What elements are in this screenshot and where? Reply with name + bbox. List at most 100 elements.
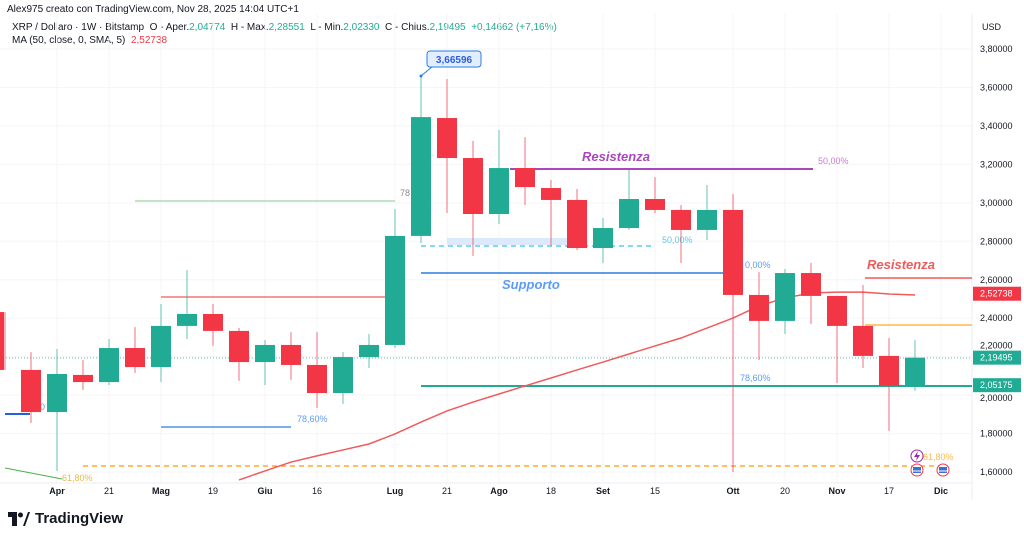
high-value: 2,28551: [268, 22, 305, 33]
callout-pointer: [420, 65, 434, 77]
brand-name: TradingView: [35, 510, 124, 527]
price-tag-bg: [973, 286, 1021, 301]
candle-body: [541, 188, 561, 200]
time-tick-label: Mag: [152, 486, 170, 496]
candle-body: [463, 158, 483, 214]
time-tick-label: 17: [884, 486, 894, 496]
author-line: Alex975 creato con TradingView.com, Nov …: [7, 4, 299, 15]
candle[interactable]: [697, 184, 717, 240]
candle[interactable]: [99, 338, 119, 385]
price-tag-text: 2,05175: [980, 380, 1013, 390]
candle-body: [151, 325, 171, 368]
candle-body: [47, 373, 67, 413]
candle-body: [99, 348, 119, 383]
trend-line[interactable]: [4, 467, 63, 480]
time-tick-label: Ott: [727, 486, 740, 496]
time-tick-label: 18: [546, 486, 556, 496]
tradingview-logo[interactable]: TradingView: [8, 510, 123, 527]
time-tick-label: Ago: [490, 486, 508, 496]
candle-body: [905, 357, 925, 386]
us-flag-icon[interactable]: [936, 463, 950, 477]
high-callout[interactable]: 3,66596: [419, 50, 482, 78]
candle[interactable]: [411, 74, 431, 244]
candle[interactable]: [229, 328, 249, 381]
time-tick-label: 21: [442, 486, 452, 496]
symbol-label[interactable]: XRP / Dollaro · 1W · Bitstamp: [12, 22, 145, 33]
candle-body: [723, 209, 743, 295]
candle[interactable]: [801, 263, 821, 324]
candle-body: [801, 273, 821, 296]
time-axis[interactable]: Apr 21 Mag 19 Giu 16 Lug 21 Ago 18 Set 15 Ott 20 Nov 17…: [49, 486, 948, 496]
resistance-label: Resistenza: [867, 257, 935, 272]
candle[interactable]: [177, 269, 197, 339]
low-value: 2,02330: [343, 22, 380, 33]
grid: [0, 14, 972, 483]
callout-dot: [419, 74, 423, 78]
candle[interactable]: [853, 284, 873, 369]
candle[interactable]: [619, 169, 639, 230]
callout-box: [426, 50, 482, 68]
candle[interactable]: [645, 177, 665, 214]
candle[interactable]: [489, 129, 509, 224]
candle[interactable]: [73, 359, 93, 390]
close-label: C - Chius.: [385, 22, 430, 33]
candle[interactable]: [255, 339, 275, 385]
resistance-label: Resistenza: [582, 149, 650, 164]
time-tick-label: 19: [208, 486, 218, 496]
candle[interactable]: [775, 268, 795, 334]
price-tick-label: 1,80000: [980, 429, 1013, 439]
candle[interactable]: [515, 137, 535, 205]
currency-label: USD: [982, 22, 1002, 32]
zone-rect[interactable]: [447, 238, 567, 245]
candle-body: [619, 198, 639, 229]
candle-body: [73, 374, 93, 383]
candle[interactable]: [47, 348, 67, 471]
candle[interactable]: [437, 78, 457, 214]
candle[interactable]: [463, 140, 483, 256]
candle[interactable]: [21, 352, 41, 424]
candle-body: [385, 235, 405, 345]
candle-body: [879, 355, 899, 386]
candle[interactable]: [333, 352, 353, 404]
candle[interactable]: [827, 295, 847, 384]
time-tick-label: Giu: [258, 486, 273, 496]
candle[interactable]: [671, 204, 691, 264]
price-tag-bg: [973, 378, 1021, 393]
ma-legend[interactable]: MA (50, close, 0, SMA, 5) 2,52738: [12, 35, 167, 46]
candle[interactable]: [0, 312, 6, 370]
event-icons[interactable]: [910, 449, 950, 477]
candle-body: [697, 209, 717, 230]
candle[interactable]: [905, 340, 925, 391]
candle-body: [359, 344, 379, 358]
time-tick-label: Set: [596, 486, 610, 496]
candle-body: [749, 294, 769, 321]
candle-body: [333, 357, 353, 394]
ma-value: 2,52738: [130, 35, 168, 46]
candle[interactable]: [281, 332, 301, 380]
candle-body: [853, 325, 873, 356]
candle[interactable]: [749, 272, 769, 360]
candle-body: [21, 369, 41, 413]
candle[interactable]: [723, 193, 743, 473]
us-flag-icon[interactable]: [910, 463, 924, 477]
price-tick-label: 2,80000: [980, 236, 1013, 246]
candle[interactable]: [567, 188, 587, 250]
price-axis[interactable]: 3,80000 3,60000 3,40000 3,20000 3,00000 2,800…: [980, 44, 1013, 477]
candle[interactable]: [359, 333, 379, 369]
candle[interactable]: [151, 303, 171, 383]
lightning-icon[interactable]: [910, 449, 924, 463]
price-tag: 2,19495: [973, 350, 1021, 365]
candle[interactable]: [385, 208, 405, 349]
price-tick-label: 3,20000: [980, 159, 1013, 169]
candle[interactable]: [307, 332, 327, 409]
candle-body: [411, 117, 431, 236]
candle[interactable]: [125, 327, 145, 374]
candle[interactable]: [593, 218, 613, 264]
candle[interactable]: [541, 179, 561, 246]
candle-body: [307, 364, 327, 394]
time-tick-label: Nov: [828, 486, 845, 496]
candle[interactable]: [203, 303, 223, 346]
ma-label: MA (50, close, 0, SMA, 5): [12, 35, 126, 46]
candle[interactable]: [879, 338, 899, 431]
